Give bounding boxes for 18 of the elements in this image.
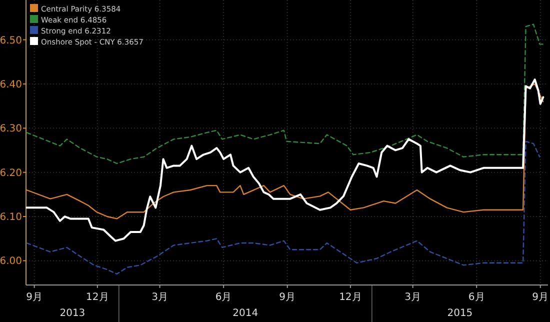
y-tick-label: 6.40 <box>0 79 22 90</box>
x-tick-label: 6月 <box>215 292 232 303</box>
text: 2014 <box>232 308 258 319</box>
y-tick-label: 6.10 <box>0 212 22 224</box>
x-tick-label: 9月 <box>532 292 549 303</box>
x-tick-label: 3月 <box>404 292 422 303</box>
x-tick-label: 9月 <box>279 292 296 303</box>
y-tick-label: 6.50 <box>0 35 22 46</box>
y-tick-label: 6.20 <box>0 168 22 179</box>
x-tick-label: 12月 <box>86 292 109 303</box>
text: 2013 <box>60 308 86 319</box>
y-tick-label: 6.00 <box>0 256 22 268</box>
text: 2015 <box>447 308 473 319</box>
x-tick-label: 6月 <box>468 292 485 303</box>
x-tick-label: 12月 <box>339 292 362 303</box>
x-tick-label: 3月 <box>152 292 168 303</box>
x-tick-label: 9月 <box>26 292 43 303</box>
y-tick-label: 6.30 <box>0 124 22 135</box>
